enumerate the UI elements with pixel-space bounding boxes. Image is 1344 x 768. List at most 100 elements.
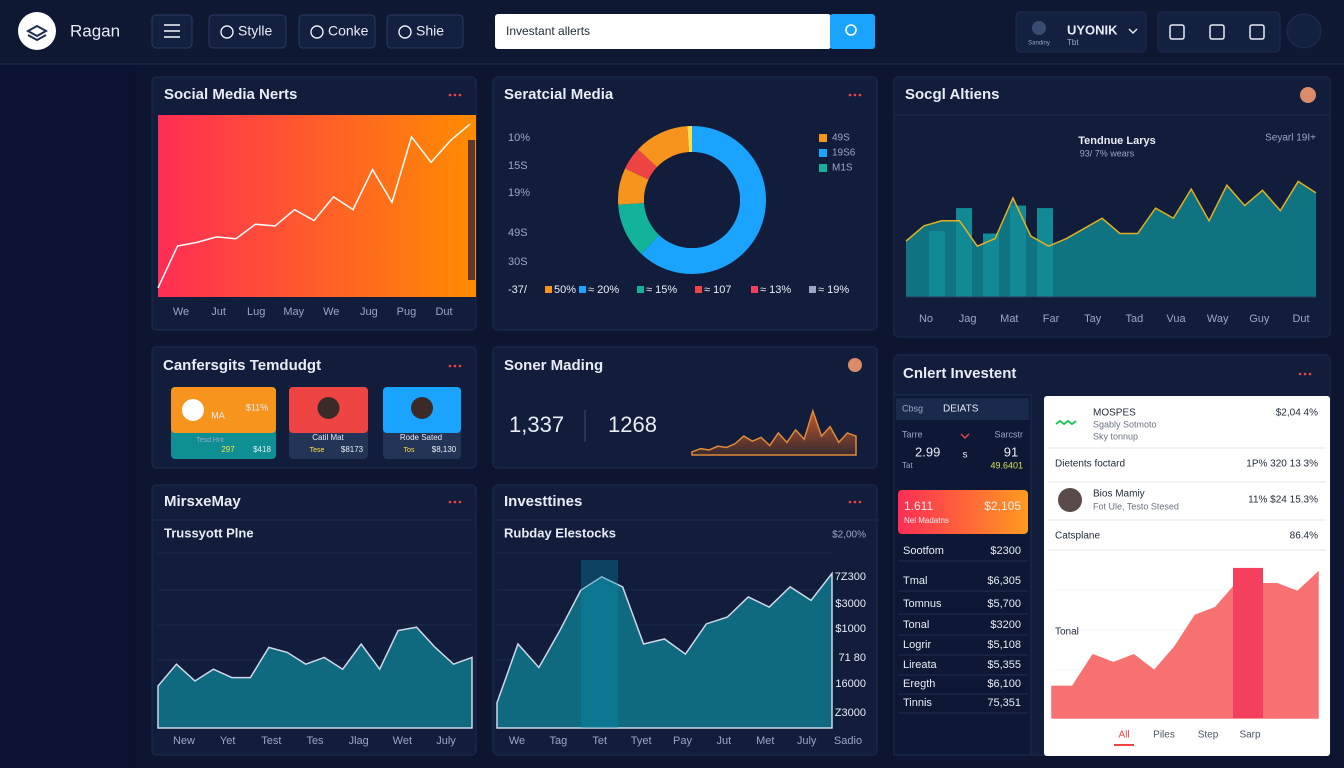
nav-button[interactable]: [386, 14, 464, 49]
column-label: Tarre: [902, 429, 923, 439]
x-tick-label: Vua: [1166, 313, 1186, 325]
chart-tab[interactable]: Piles: [1153, 730, 1175, 741]
row-value: $6,100: [987, 678, 1021, 690]
chart-subtitle: Trussyott Plne: [164, 525, 254, 540]
item-sub: Sky tonnup: [1093, 431, 1138, 441]
row-label: Logrir: [903, 639, 931, 651]
menu-dots[interactable]: [853, 93, 857, 97]
legend-label: 49S: [832, 133, 850, 144]
menu-dots[interactable]: [448, 500, 452, 504]
x-tick-label: Yet: [220, 735, 236, 747]
row-value: 75,351: [987, 697, 1021, 709]
donut-hole: [644, 152, 740, 248]
user-name: UYONIK: [1067, 22, 1118, 37]
menu-dots[interactable]: [448, 93, 452, 97]
avatar: [1058, 488, 1082, 512]
panel-title: Soner Mading: [504, 357, 603, 374]
legend-swatch: [809, 286, 816, 293]
avatar: [1032, 21, 1046, 35]
chart-tab[interactable]: Step: [1198, 730, 1219, 741]
settings-button[interactable]: [1286, 13, 1322, 49]
nav-label[interactable]: Shie: [416, 23, 444, 39]
side-label: 10%: [508, 132, 530, 144]
area: [906, 181, 1316, 297]
sub-panel: [893, 394, 1032, 756]
item-sub: Fot Ule, Testo Stesed: [1093, 501, 1179, 511]
tab[interactable]: DEIATS: [943, 404, 979, 415]
menu-dots[interactable]: [858, 500, 862, 504]
bottom-label: ≈ 107: [704, 284, 731, 296]
card-text: Tos: [404, 447, 415, 454]
menu-dots[interactable]: [453, 93, 457, 97]
panel-title: Canfersgits Temdudgt: [163, 357, 321, 374]
item-value: $2,04 4%: [1276, 408, 1318, 419]
x-tick-label: Jlag: [349, 735, 369, 747]
corner-label: Seyarl 19I+: [1265, 133, 1316, 144]
chart-tab[interactable]: Sarp: [1239, 730, 1261, 741]
alert-card[interactable]: [898, 490, 1028, 534]
icon-group: [1157, 11, 1281, 53]
menu-dots[interactable]: [453, 500, 457, 504]
menu-dots[interactable]: [448, 364, 452, 368]
donut-segment: [618, 203, 660, 254]
nav-label[interactable]: Stylle: [238, 23, 272, 39]
x-tick-label: Dut: [1292, 313, 1309, 325]
menu-dots[interactable]: [853, 500, 857, 504]
y-label: 71 80: [838, 652, 866, 664]
menu-dots[interactable]: [1298, 372, 1302, 376]
card-text: 297: [221, 445, 235, 454]
panel-title: Cnlert Investent: [903, 365, 1016, 382]
user-box[interactable]: [1015, 11, 1147, 53]
nav-button[interactable]: [208, 14, 287, 49]
search-text[interactable]: Investant allerts: [506, 24, 590, 38]
search-box[interactable]: [495, 14, 831, 49]
card-text: $8,130: [432, 445, 457, 454]
summary-value: 91: [1004, 444, 1018, 459]
nav-button[interactable]: [298, 14, 376, 49]
menu-dots[interactable]: [1303, 372, 1307, 376]
panel-title: Social Media Nerts: [164, 86, 297, 103]
tab[interactable]: Cbsg: [902, 403, 923, 413]
x-tick-label: Guy: [1249, 313, 1270, 325]
x-tick-label: Jag: [959, 313, 977, 325]
x-tick-label: Pay: [673, 735, 692, 747]
menu-dots[interactable]: [458, 500, 462, 504]
user-caption: Sandiny: [1028, 41, 1050, 47]
icon-button[interactable]: [1249, 24, 1265, 40]
card-text: Tese: [310, 447, 325, 454]
menu-dots[interactable]: [858, 93, 862, 97]
card-text: $11%: [246, 402, 268, 412]
y-label: $1000: [835, 623, 866, 635]
summary-value: 49.6401: [990, 460, 1023, 470]
menu-dots[interactable]: [848, 93, 852, 97]
legend-swatch: [579, 286, 586, 293]
nav-label[interactable]: Conke: [328, 23, 369, 39]
menu-dots[interactable]: [453, 364, 457, 368]
brand-mark: [1055, 419, 1077, 426]
icon-button[interactable]: [1209, 24, 1225, 40]
card-image: [171, 387, 276, 433]
side-label: 19%: [508, 187, 530, 199]
card-text: $418: [253, 445, 271, 454]
icon-button[interactable]: [1169, 24, 1185, 40]
legend-swatch: [819, 149, 827, 157]
search-button[interactable]: [830, 14, 875, 49]
menu-dots[interactable]: [1308, 372, 1312, 376]
x-tick-label: Tay: [1084, 313, 1102, 325]
row-value: $2300: [990, 545, 1021, 557]
menu-dots[interactable]: [848, 500, 852, 504]
legend-label: M1S: [832, 163, 853, 174]
menu-dots[interactable]: [458, 93, 462, 97]
highlight-band: [581, 560, 618, 728]
row-label: Sootfom: [903, 545, 944, 557]
menu-dots[interactable]: [458, 364, 462, 368]
item-name: Catsplane: [1055, 531, 1100, 542]
area: [691, 408, 857, 456]
x-tick-label: Lug: [247, 306, 265, 318]
bottom-label: 50%: [554, 284, 576, 296]
summary-value: s: [963, 450, 968, 461]
y-label: 7Z300: [835, 571, 866, 583]
down-icon: [960, 433, 970, 439]
y-label: Z3000: [835, 707, 866, 719]
chart-tab[interactable]: All: [1118, 730, 1129, 741]
